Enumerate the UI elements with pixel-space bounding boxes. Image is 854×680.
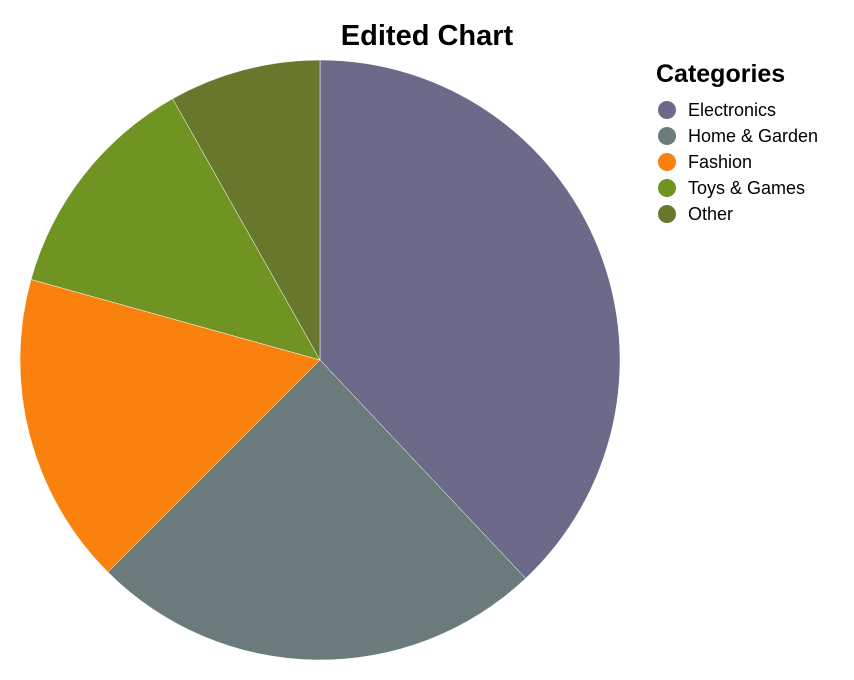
legend-swatch-toys-games xyxy=(658,179,676,197)
pie-slice-home-garden xyxy=(107,359,526,661)
legend-swatch-other xyxy=(658,205,676,223)
pie-slice-toys-games xyxy=(30,98,321,361)
legend-items: Electronics Home & Garden Fashion Toys & Ga… xyxy=(658,100,818,224)
legend-label-fashion: Fashion xyxy=(688,152,752,172)
pie-slice-electronics xyxy=(319,59,621,579)
legend-label-home-garden: Home & Garden xyxy=(688,126,818,146)
legend-label-toys-games: Toys & Games xyxy=(688,178,805,198)
legend-swatch-home-garden xyxy=(658,127,676,145)
legend: Categories Electronics Home & Garden Fashi… xyxy=(656,60,818,224)
pie-slice-other xyxy=(172,59,321,361)
legend-title: Categories xyxy=(656,60,785,88)
pie-slices xyxy=(19,59,621,661)
legend-swatch-fashion xyxy=(658,153,676,171)
legend-label-electronics: Electronics xyxy=(688,100,776,120)
legend-swatch-electronics xyxy=(658,101,676,119)
legend-label-other: Other xyxy=(688,204,733,224)
chart-title: Edited Chart xyxy=(341,20,514,52)
pie-slice-fashion xyxy=(19,279,321,573)
